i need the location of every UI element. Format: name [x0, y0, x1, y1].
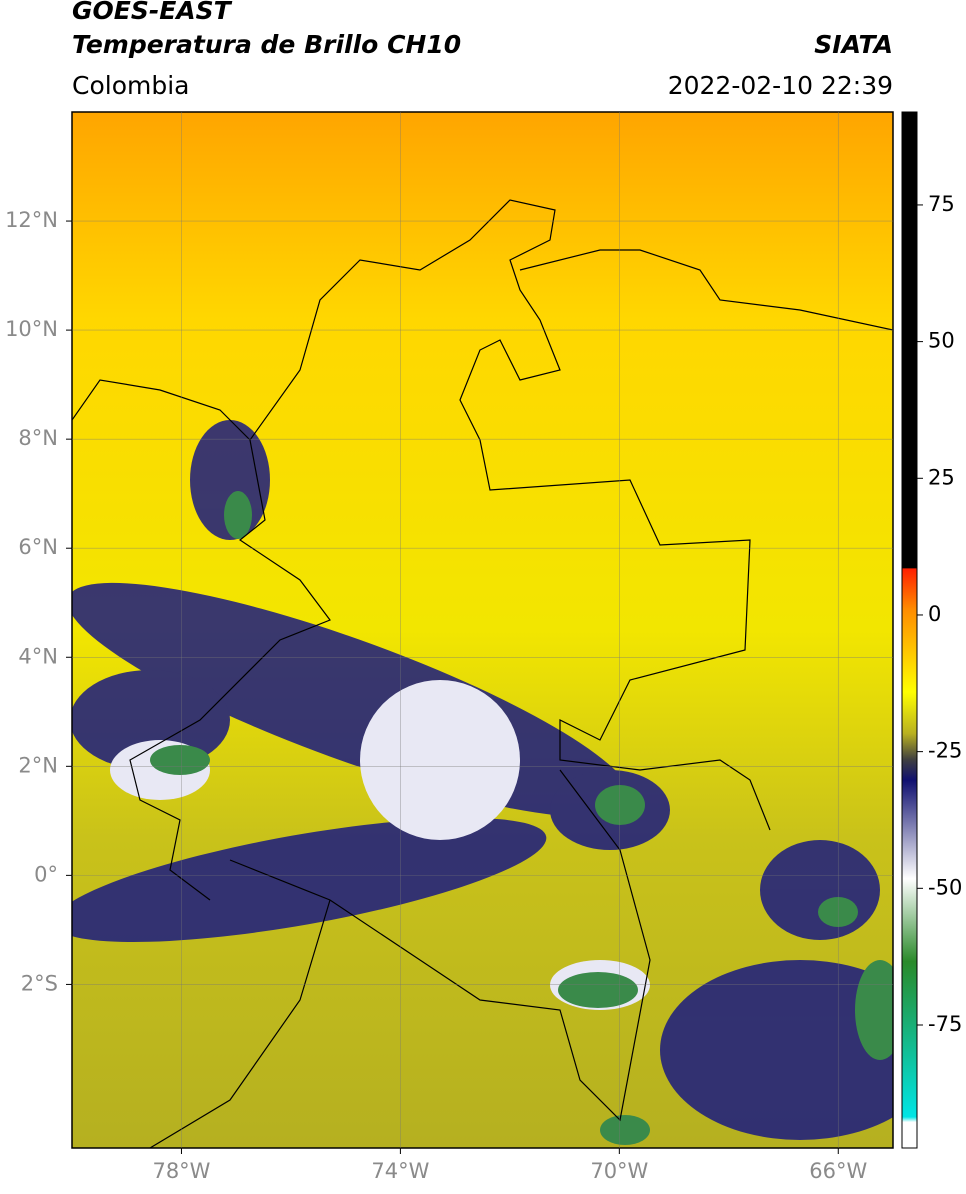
colorbar-tick-label: 75 — [928, 192, 955, 216]
y-tick-label: 4°N — [18, 644, 58, 668]
colorbar — [901, 111, 918, 1149]
colorbar-tick-label: 25 — [928, 465, 955, 489]
y-tick-label: 10°N — [5, 317, 58, 341]
colorbar-tick-label: 50 — [928, 329, 955, 353]
y-tick-label: 0° — [34, 862, 58, 886]
coldest-cores — [150, 491, 893, 1145]
y-tick-label: 12°N — [5, 208, 58, 232]
colorbar-tick-label: -75 — [928, 1012, 962, 1036]
y-tick-label: 2°S — [21, 971, 58, 995]
y-tick-label: 2°N — [18, 753, 58, 777]
title: GOES-EAST — [72, 0, 233, 25]
colorbar-tick-label: 0 — [928, 602, 941, 626]
map-frame — [71, 111, 894, 1149]
y-tick-label: 6°N — [18, 535, 58, 559]
datetime: 2022-02-10 22:39 — [668, 71, 893, 100]
colorbar-tick-label: -25 — [928, 739, 962, 763]
source: SIATA — [814, 30, 893, 59]
x-tick-label: 78°W — [152, 1159, 210, 1183]
colorbar-tick-label: -50 — [928, 875, 962, 899]
x-tick-label: 74°W — [371, 1159, 429, 1183]
x-tick-label: 66°W — [809, 1159, 867, 1183]
imagery — [72, 112, 893, 1148]
y-tick-label: 8°N — [18, 426, 58, 450]
x-tick-label: 70°W — [590, 1159, 648, 1183]
region: Colombia — [72, 71, 189, 100]
borders — [72, 199, 893, 1148]
subtitle: Temperatura de Brillo CH10 — [72, 30, 461, 59]
